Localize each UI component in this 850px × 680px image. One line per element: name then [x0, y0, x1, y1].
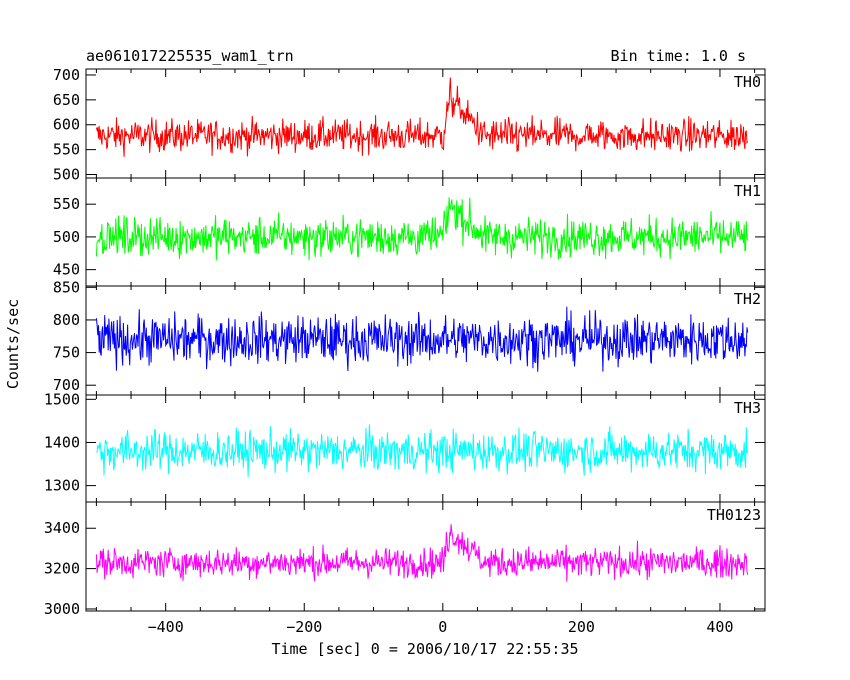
th2-series-line	[95, 306, 749, 372]
chart-subtitle: Bin time: 1.0 s	[611, 47, 746, 65]
y-tick-label: 450	[53, 261, 80, 279]
x-tick-label: 0	[438, 618, 447, 636]
panel-label-th2: TH2	[734, 290, 761, 308]
y-tick-label: 3000	[44, 600, 80, 618]
panels-group: 500 550 600 650 700 TH0 450 500 550 TH1 700 750 800 8…	[44, 66, 766, 636]
y-tick-label: 500	[53, 228, 80, 246]
panel-th0: 500 550 600 650 700 TH0	[53, 66, 766, 184]
x-tick-label: −400	[148, 618, 184, 636]
panel-frame	[85, 68, 766, 179]
y-tick-label: 800	[53, 311, 80, 329]
y-tick-label: 1500	[44, 390, 80, 408]
panel-label-th0123: TH0123	[707, 506, 761, 524]
y-tick-label: 700	[53, 376, 80, 394]
x-tick-label: 200	[568, 618, 595, 636]
th0123-series-line	[95, 524, 749, 582]
panel-th0123: 3000 3200 3400 TH0123	[44, 501, 766, 618]
th3-series-line	[96, 424, 749, 478]
x-tick-label: −200	[286, 618, 322, 636]
panel-th2: 700 750 800 850 TH2	[53, 278, 766, 396]
y-tick-label: 500	[53, 166, 80, 184]
panel-frame	[85, 501, 766, 612]
y-tick-label: 3200	[44, 560, 80, 578]
y-axis-title: Counts/sec	[4, 299, 22, 389]
y-tick-label: 750	[53, 344, 80, 362]
y-tick-label: 850	[53, 278, 80, 296]
y-tick-label: 550	[53, 141, 80, 159]
panel-th3: 1300 1400 1500 TH3	[44, 390, 766, 503]
th0-series-line	[95, 77, 749, 157]
y-tick-label: 550	[53, 195, 80, 213]
y-tick-label: 650	[53, 91, 80, 109]
panel-label-th1: TH1	[734, 182, 761, 200]
panel-label-th3: TH3	[734, 399, 761, 417]
chart-title: ae061017225535_wam1_trn	[86, 47, 294, 65]
panel-label-th0: TH0	[734, 73, 761, 91]
y-tick-label: 1400	[44, 433, 80, 451]
y-tick-label: 1300	[44, 477, 80, 495]
x-axis-title: Time [sec] 0 = 2006/10/17 22:55:35	[271, 640, 578, 658]
x-tick-label: 400	[706, 618, 733, 636]
y-tick-label: 700	[53, 66, 80, 84]
th1-series-line	[95, 197, 749, 261]
y-tick-label: 3400	[44, 519, 80, 537]
panel-th1: 450 500 550 TH1	[53, 177, 766, 287]
y-tick-label: 600	[53, 116, 80, 134]
